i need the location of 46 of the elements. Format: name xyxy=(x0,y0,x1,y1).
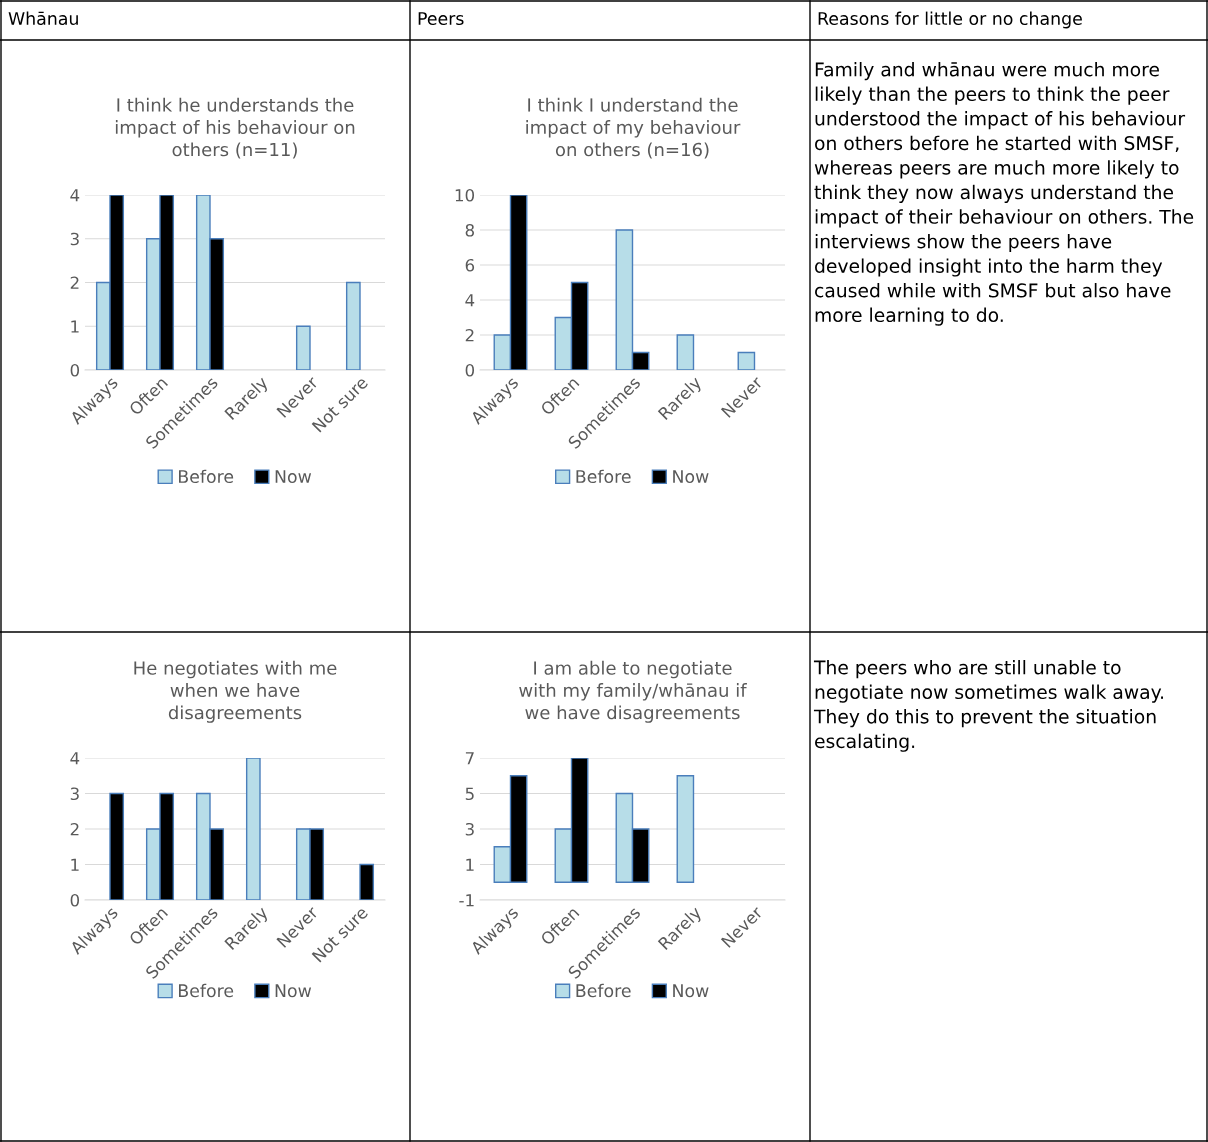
y-tick-label: 1 xyxy=(71,858,79,871)
bar xyxy=(676,334,695,370)
bar xyxy=(295,325,311,370)
bar xyxy=(345,281,361,370)
y-tick-label: 2 xyxy=(70,822,79,836)
chart-title: I think he understands the impact of his behaviour on others (n=11) xyxy=(115,97,355,159)
y-tick-label: 2 xyxy=(465,328,474,342)
text: Reasons for little or no change xyxy=(818,11,1082,29)
y-tick-label: 1 xyxy=(466,858,474,871)
legend-label: Now xyxy=(673,984,709,998)
chart-title: I am able to negotiate with my family/whānau if we have disagreements xyxy=(519,660,747,723)
y-tick-label: 8 xyxy=(465,223,474,237)
bar xyxy=(676,775,695,883)
bar xyxy=(359,863,375,900)
bar xyxy=(109,792,125,900)
y-tick-label: 10 xyxy=(455,188,475,202)
bar xyxy=(737,351,756,370)
y-tick-label: 2 xyxy=(70,276,79,289)
y-tick-label: 6 xyxy=(465,258,475,272)
y-tick-label: 0 xyxy=(70,893,80,907)
y-tick-label: -1 xyxy=(459,894,474,907)
y-tick-label: 3 xyxy=(70,232,79,246)
legend-label: Now xyxy=(275,984,312,998)
legend-label: Now xyxy=(275,470,312,484)
y-tick-label: 7 xyxy=(465,752,474,765)
chart-title: He negotiates with me when we have disagreements xyxy=(134,660,337,723)
legend-label: Before xyxy=(179,469,234,484)
text: Family and whānau were much more likely than the peers to think the peer understood the impact of his behaviour on others before he started with SMSF, whereas peers are much more likely to think they now always understand the impact of their behaviour on others. The interviews show the peers have developed insight into the harm they caused while with SMSF but also have more learning to do. xyxy=(814,62,1194,326)
y-tick-label: 3 xyxy=(70,787,79,801)
legend-label: Now xyxy=(673,470,709,484)
text: The peers who are still unable to negotiate now sometimes walk away. They do this to prevent the situation escalating. xyxy=(813,660,1163,752)
y-tick-label: 4 xyxy=(70,752,80,765)
bar xyxy=(245,758,261,900)
legend-label: Before xyxy=(576,983,631,998)
y-tick-label: 4 xyxy=(70,189,80,202)
y-tick-label: 0 xyxy=(465,363,475,377)
y-tick-label: 1 xyxy=(71,320,79,333)
y-tick-label: 5 xyxy=(465,787,474,801)
legend-label: Before xyxy=(179,983,234,998)
text: Whānau xyxy=(8,11,78,26)
text: Peers xyxy=(418,12,464,26)
legend-label: Before xyxy=(576,469,631,484)
y-tick-label: 0 xyxy=(70,363,80,377)
y-tick-label: 3 xyxy=(465,822,474,836)
chart-title: I think I understand the impact of my behaviour on others (n=16) xyxy=(526,97,741,159)
y-tick-label: 4 xyxy=(465,294,475,307)
